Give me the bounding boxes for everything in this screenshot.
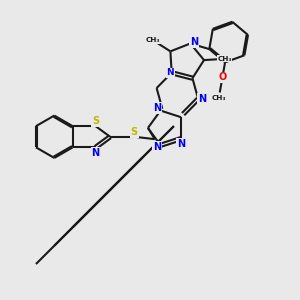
Text: N: N (153, 103, 161, 113)
Text: N: N (190, 37, 198, 47)
Text: N: N (92, 148, 100, 158)
Text: N: N (198, 94, 206, 104)
Text: N: N (167, 68, 174, 77)
Text: N: N (177, 139, 185, 149)
Text: S: S (92, 116, 99, 126)
Text: CH₃: CH₃ (212, 95, 226, 101)
Text: CH₃: CH₃ (146, 37, 160, 43)
Text: CH₃: CH₃ (217, 56, 232, 62)
Text: O: O (218, 72, 226, 82)
Text: S: S (131, 127, 138, 137)
Text: N: N (153, 142, 161, 152)
